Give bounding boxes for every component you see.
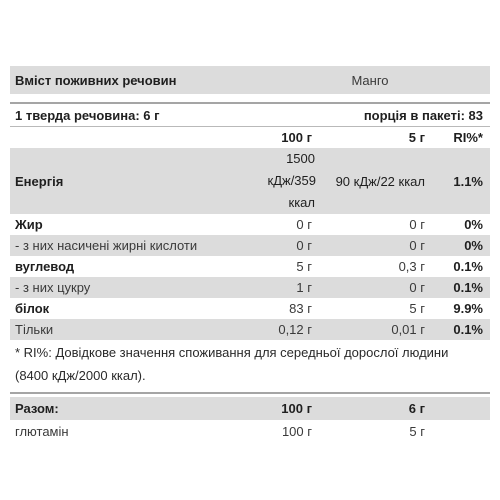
- energy-per100-line: кДж/359: [267, 173, 317, 188]
- column-per5-header: 5 г: [408, 130, 425, 145]
- divider: [10, 102, 490, 104]
- divider: [10, 392, 490, 394]
- energy-per5: 90 кДж/22 ккал: [335, 173, 425, 189]
- energy-per100-line: 1500: [286, 151, 315, 166]
- row-per5: 0 г: [409, 280, 425, 295]
- totals-row: Разом: 100 г 6 г: [10, 397, 490, 420]
- nutrition-header-row: Вміст поживних речовин Манго: [10, 66, 490, 94]
- divider: [10, 126, 490, 127]
- portions-per-pack: порція в пакеті: 83: [363, 107, 483, 123]
- totals-per5: 6 г: [408, 401, 425, 416]
- table-row-energy: Енергія 1500 кДж/359 ккал 90 кДж/22 ккал…: [10, 148, 490, 214]
- energy-per100-line: ккал: [288, 195, 315, 210]
- row-name: - з них насичені жирні кислоти: [15, 238, 198, 253]
- row-per5: 0,3 г: [398, 259, 425, 274]
- row-name: вуглевод: [15, 259, 75, 274]
- row-ri: 0.1%: [453, 322, 483, 337]
- table-row-sugar: - з них цукру 1 г 0 г 0.1%: [10, 277, 490, 298]
- ri-footnote: * RI%: Довідкове значення споживання для…: [15, 345, 449, 383]
- table-row-ingredient: глютамін 100 г 5 г: [10, 420, 490, 442]
- column-per100-header: 100 г: [281, 130, 312, 145]
- row-per100: 0,12 г: [278, 322, 312, 337]
- row-per5: 0 г: [409, 217, 425, 232]
- row-ri: 0.1%: [453, 259, 483, 274]
- table-row-salt: Тільки 0,12 г 0,01 г 0.1%: [10, 319, 490, 340]
- column-ri-header: RI%*: [453, 130, 483, 145]
- row-ri: 0%: [464, 238, 483, 253]
- row-name: білок: [15, 301, 50, 316]
- ingredient-per5: 5 г: [409, 423, 425, 439]
- row-per100: 83 г: [289, 301, 312, 316]
- row-name: Жир: [15, 217, 43, 232]
- flavor-label: Манго: [351, 72, 389, 88]
- row-per100: 5 г: [296, 259, 312, 274]
- table-row-fat: Жир 0 г 0 г 0%: [10, 214, 490, 235]
- ingredient-name: глютамін: [15, 423, 69, 439]
- table-row-saturated-fat: - з них насичені жирні кислоти 0 г 0 г 0…: [10, 235, 490, 256]
- table-row-carbohydrate: вуглевод 5 г 0,3 г 0.1%: [10, 256, 490, 277]
- row-per100: 1 г: [296, 280, 312, 295]
- row-per5: 0,01 г: [391, 322, 425, 337]
- row-ri: 0%: [464, 217, 483, 232]
- energy-per100: 1500 кДж/359 ккал: [260, 148, 317, 214]
- energy-ri: 1.1%: [453, 173, 483, 189]
- nutrition-title: Вміст поживних речовин: [15, 72, 177, 88]
- row-name: - з них цукру: [15, 280, 91, 295]
- column-header-row: 100 г 5 г RI%*: [10, 127, 490, 148]
- totals-per100: 100 г: [281, 401, 312, 416]
- row-name: Енергія: [15, 173, 64, 189]
- table-row-protein: білок 83 г 5 г 9.9%: [10, 298, 490, 319]
- row-per5: 0 г: [409, 238, 425, 253]
- totals-label: Разом:: [15, 401, 59, 416]
- row-per100: 0 г: [296, 238, 312, 253]
- row-per5: 5 г: [409, 301, 425, 316]
- solid-serving-label: 1 тверда речовина: 6 г: [15, 107, 160, 123]
- row-per100: 0 г: [296, 217, 312, 232]
- serving-row: 1 тверда речовина: 6 г порція в пакеті: …: [10, 104, 490, 126]
- row-ri: 0.1%: [453, 280, 483, 295]
- row-name: Тільки: [15, 322, 54, 337]
- ingredient-per100: 100 г: [281, 423, 312, 439]
- row-ri: 9.9%: [453, 301, 483, 316]
